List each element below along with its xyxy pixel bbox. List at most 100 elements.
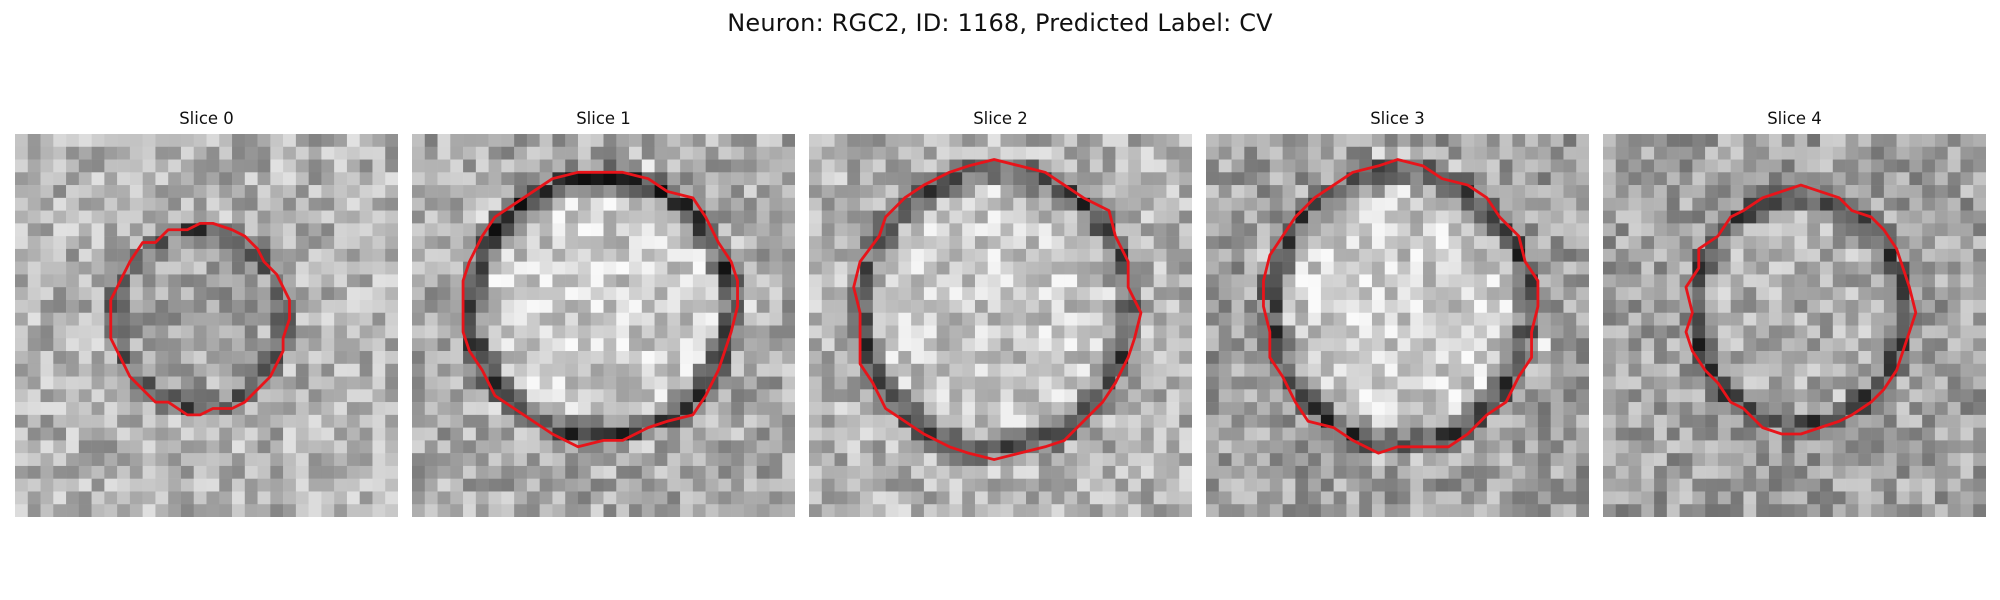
pixel-cell [1026, 478, 1040, 492]
pixel-cell [463, 427, 477, 441]
pixel-cell [117, 287, 131, 301]
pixel-cell [1384, 351, 1398, 365]
pixel-cell [769, 223, 783, 237]
pixel-cell [424, 185, 438, 199]
pixel-cell [232, 210, 246, 224]
pixel-cell [1973, 248, 1986, 262]
pixel-cell [1845, 325, 1859, 339]
pixel-cell [385, 274, 398, 288]
pixel-cell [321, 185, 335, 199]
pixel-cell [1781, 223, 1795, 237]
pixel-cell [1550, 274, 1564, 288]
pixel-cell [821, 312, 835, 326]
pixel-cell [1832, 248, 1846, 262]
pixel-cell [809, 197, 823, 211]
pixel-cell [911, 197, 925, 211]
pixel-cell [949, 274, 963, 288]
pixel-cell [1666, 325, 1680, 339]
pixel-cell [1628, 465, 1642, 479]
pixel-cell [1576, 236, 1589, 250]
pixel-cell [1730, 478, 1744, 492]
pixel-cell [91, 134, 105, 148]
pixel-cell [1282, 351, 1296, 365]
pixel-cell [962, 248, 976, 262]
pixel-cell [1820, 274, 1834, 288]
pixel-cell [1102, 363, 1116, 377]
pixel-cell [641, 146, 655, 160]
pixel-cell [1909, 338, 1923, 352]
pixel-cell [168, 274, 182, 288]
pixel-cell [1026, 236, 1040, 250]
pixel-cell [1781, 325, 1795, 339]
pixel-cell [1051, 376, 1065, 390]
pixel-cell [78, 351, 92, 365]
pixel-cell [475, 210, 489, 224]
pixel-cell [1461, 197, 1475, 211]
pixel-cell [1474, 274, 1488, 288]
pixel-cell [1909, 491, 1923, 505]
pixel-cell [987, 299, 1001, 313]
pixel-cell [974, 261, 988, 275]
pixel-cell [809, 159, 823, 173]
pixel-cell [1934, 402, 1948, 416]
pixel-cell [1794, 312, 1808, 326]
pixel-cell [1705, 465, 1719, 479]
pixel-cell [1244, 274, 1258, 288]
pixel-cell [654, 504, 668, 517]
pixel-cell [1295, 389, 1309, 403]
pixel-cell [155, 376, 169, 390]
pixel-cell [743, 363, 757, 377]
pixel-cell [1166, 389, 1180, 403]
pixel-cell [1115, 159, 1129, 173]
pixel-cell [1922, 427, 1936, 441]
pixel-cell [1346, 363, 1360, 377]
pixel-cell [15, 414, 29, 428]
pixel-cell [1257, 197, 1271, 211]
pixel-cell [1832, 146, 1846, 160]
pixel-cell [821, 223, 835, 237]
pixel-cell [1384, 299, 1398, 313]
pixel-cell [885, 134, 899, 148]
pixel-cell [1679, 363, 1693, 377]
pixel-cell [501, 478, 515, 492]
pixel-cell [142, 465, 156, 479]
pixel-cell [1550, 210, 1564, 224]
pixel-cell [692, 274, 706, 288]
pixel-cell [1768, 351, 1782, 365]
pixel-cell [437, 376, 451, 390]
pixel-cell [667, 325, 681, 339]
pixel-cell [1089, 287, 1103, 301]
pixel-cell [962, 236, 976, 250]
pixel-cell [1603, 248, 1617, 262]
pixel-cell [244, 414, 258, 428]
pixel-cell [809, 465, 823, 479]
pixel-cell [155, 440, 169, 454]
pixel-cell [321, 159, 335, 173]
pixel-cell [66, 210, 80, 224]
pixel-cell [1077, 389, 1091, 403]
pixel-cell [911, 351, 925, 365]
pixel-cell [1947, 274, 1961, 288]
pixel-cell [1140, 248, 1154, 262]
pixel-cell [552, 504, 566, 517]
pixel-cell [1102, 440, 1116, 454]
pixel-cell [590, 427, 604, 441]
pixel-cell [1102, 236, 1116, 250]
pixel-cell [616, 351, 630, 365]
pixel-cell [232, 351, 246, 365]
pixel-cell [1960, 504, 1974, 517]
pixel-cell [743, 274, 757, 288]
pixel-cell [603, 465, 617, 479]
pixel-cell [1909, 236, 1923, 250]
pixel-cell [1922, 210, 1936, 224]
pixel-cell [769, 287, 783, 301]
pixel-cell [1128, 402, 1142, 416]
pixel-cell [1845, 453, 1859, 467]
pixel-cell [1486, 465, 1500, 479]
pixel-cell [78, 172, 92, 186]
pixel-cell [603, 414, 617, 428]
pixel-cell [860, 134, 874, 148]
pixel-cell [1206, 185, 1220, 199]
pixel-cell [1743, 159, 1757, 173]
pixel-cell [782, 312, 795, 326]
